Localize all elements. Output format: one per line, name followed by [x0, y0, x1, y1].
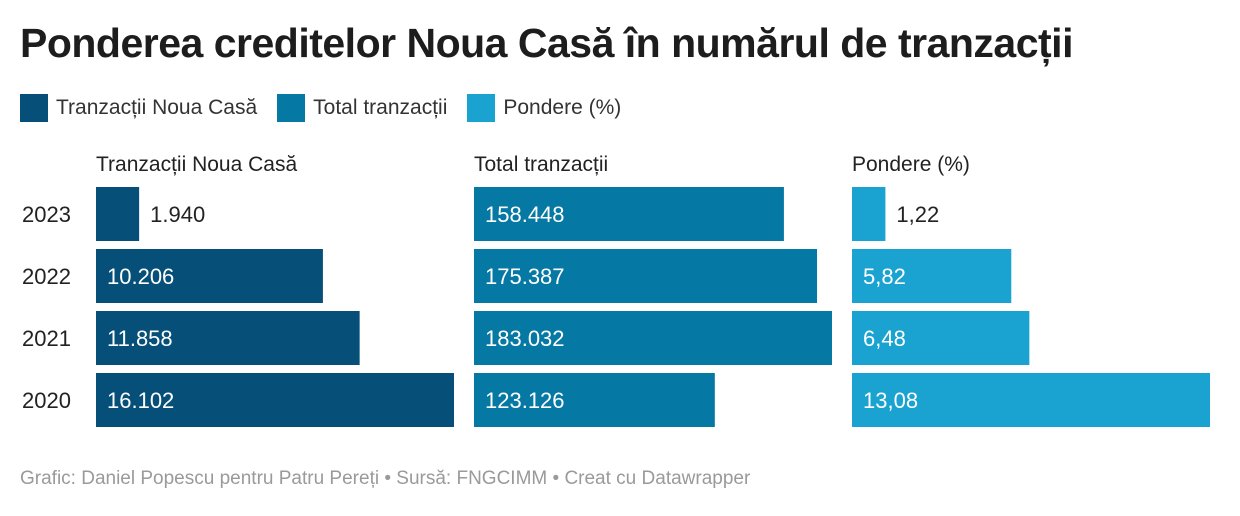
bar-total-tranzactii-2022: [474, 249, 818, 303]
data-label-pondere-2022: 5,82: [863, 264, 906, 289]
panel-header-total-tranzactii: Total tranzacții: [474, 153, 608, 176]
chart-title: Ponderea creditelor Noua Casă în numărul…: [20, 20, 1073, 66]
data-label-total-tranzactii-2023: 158.448: [485, 202, 565, 227]
data-label-pondere-2021: 6,48: [863, 326, 906, 351]
data-label-tranzactii-noua-casa-2023: 1.940: [150, 202, 205, 227]
legend-label-pondere: Pondere (%): [503, 96, 622, 119]
bar-pondere-2021: [852, 311, 1030, 365]
data-label-total-tranzactii-2022: 175.387: [485, 264, 565, 289]
legend-swatch-noua-casa: [20, 94, 48, 122]
legend-item-pondere: Pondere (%): [467, 94, 621, 122]
category-label-2023: 2023: [22, 202, 71, 227]
bar-pondere-2023: [852, 187, 886, 241]
category-label-2022: 2022: [22, 264, 71, 289]
chart-legend: Tranzacții Noua Casă Total tranzacții Po…: [20, 94, 641, 122]
bar-tranzactii-noua-casa-2021: [96, 311, 360, 365]
data-label-tranzactii-noua-casa-2020: 16.102: [107, 388, 174, 413]
bar-total-tranzactii-2023: [474, 187, 784, 241]
legend-label-total: Total tranzacții: [313, 96, 448, 119]
bar-total-tranzactii-2021: [474, 311, 832, 365]
chart-footer: Grafic: Daniel Popescu pentru Patru Pere…: [20, 468, 751, 489]
legend-swatch-total: [277, 94, 306, 122]
bar-tranzactii-noua-casa-2020: [96, 373, 454, 427]
bar-pondere-2020: [852, 373, 1210, 427]
legend-item-noua-casa: Tranzacții Noua Casă: [20, 94, 257, 122]
data-label-total-tranzactii-2021: 183.032: [485, 326, 565, 351]
legend-label-noua-casa: Tranzacții Noua Casă: [56, 96, 258, 119]
bar-tranzactii-noua-casa-2022: [96, 249, 323, 303]
category-label-2020: 2020: [22, 388, 71, 413]
panel-header-tranzactii-noua-casa: Tranzacții Noua Casă: [96, 153, 297, 176]
bar-total-tranzactii-2020: [474, 373, 715, 427]
bar-chart: 2023 2022 2021 2020 Tranzacții Noua Casă 1.94…: [22, 153, 1210, 427]
bar-tranzactii-noua-casa-2023: [96, 187, 140, 241]
data-label-tranzactii-noua-casa-2022: 10.206: [107, 264, 174, 289]
data-label-total-tranzactii-2020: 123.126: [485, 388, 565, 413]
legend-item-total: Total tranzacții: [277, 94, 447, 122]
legend-swatch-pondere: [467, 94, 496, 122]
panel-header-pondere: Pondere (%): [852, 153, 970, 176]
category-label-2021: 2021: [22, 326, 71, 351]
data-label-pondere-2023: 1,22: [896, 202, 939, 227]
data-label-tranzactii-noua-casa-2021: 11.858: [107, 326, 173, 351]
data-label-pondere-2020: 13,08: [863, 388, 918, 413]
bar-pondere-2022: [852, 249, 1012, 303]
